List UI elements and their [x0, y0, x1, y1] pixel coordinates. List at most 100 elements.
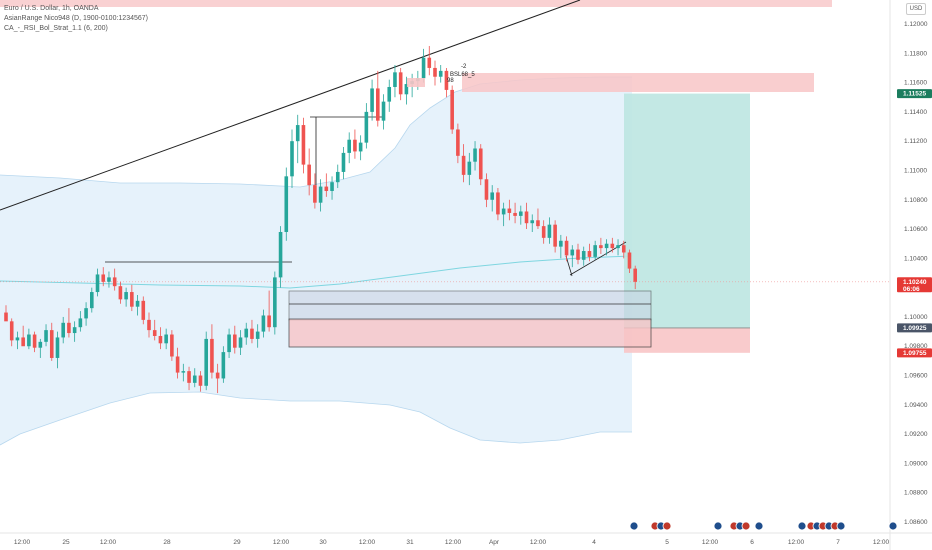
candle-body[interactable]	[152, 330, 157, 336]
candle-body[interactable]	[559, 240, 563, 247]
candle-body[interactable]	[9, 321, 14, 341]
price-tag[interactable]	[897, 89, 932, 99]
candle-body[interactable]	[621, 245, 626, 253]
candle-body[interactable]	[364, 111, 369, 143]
candle-body[interactable]	[244, 328, 249, 338]
candle-body[interactable]	[175, 356, 180, 373]
candle-body[interactable]	[38, 341, 43, 348]
candle-body[interactable]	[49, 330, 54, 358]
candle-body[interactable]	[107, 277, 111, 282]
candle-body[interactable]	[496, 192, 500, 215]
candle-body[interactable]	[335, 171, 340, 183]
candle-body[interactable]	[581, 251, 586, 260]
candle-body[interactable]	[21, 337, 25, 347]
candle-body[interactable]	[255, 331, 260, 339]
candle-body[interactable]	[90, 292, 94, 309]
price-tag[interactable]	[897, 323, 932, 333]
candle-body[interactable]	[553, 224, 557, 247]
candle-body[interactable]	[135, 300, 140, 307]
candle-body[interactable]	[261, 315, 266, 332]
economic-event-icon[interactable]	[888, 521, 898, 531]
candle-body[interactable]	[307, 164, 311, 186]
indicator-asian-range[interactable]: AsianRange Nico948 (D, 1900-0100:1234567…	[4, 15, 148, 22]
candle-body[interactable]	[124, 292, 128, 300]
candle-body[interactable]	[72, 327, 77, 334]
candle-body[interactable]	[461, 155, 466, 175]
candle-body[interactable]	[198, 375, 203, 386]
candle-body[interactable]	[78, 318, 83, 328]
candle-body[interactable]	[61, 322, 65, 338]
candle-body[interactable]	[318, 186, 323, 203]
candle-body[interactable]	[204, 338, 208, 386]
demand-zone-red[interactable]	[288, 318, 652, 348]
economic-event-icon[interactable]	[741, 521, 751, 531]
long-position-target-zone[interactable]	[624, 93, 750, 328]
candle-body[interactable]	[67, 322, 71, 334]
candle-body[interactable]	[233, 334, 237, 348]
candle-body[interactable]	[32, 334, 37, 348]
candle-body[interactable]	[627, 252, 632, 269]
candle-body[interactable]	[112, 277, 117, 287]
economic-event-icon[interactable]	[797, 521, 807, 531]
candle-body[interactable]	[358, 142, 363, 152]
candle-body[interactable]	[147, 319, 151, 331]
candle-body[interactable]	[44, 330, 48, 342]
candle-body[interactable]	[587, 251, 592, 257]
candle-body[interactable]	[27, 334, 31, 347]
candle-body[interactable]	[101, 274, 106, 282]
candle-body[interactable]	[130, 292, 134, 307]
candle-body[interactable]	[393, 72, 397, 87]
candle-body[interactable]	[473, 148, 477, 162]
candle-body[interactable]	[301, 125, 306, 165]
currency-button[interactable]: USD	[906, 3, 926, 15]
candle-body[interactable]	[404, 84, 409, 95]
candle-body[interactable]	[158, 335, 163, 344]
price-tag[interactable]	[897, 348, 932, 358]
candle-body[interactable]	[284, 176, 289, 232]
candle-body[interactable]	[427, 57, 432, 68]
candle-body[interactable]	[444, 70, 449, 90]
price-tag[interactable]	[897, 277, 932, 293]
candle-body[interactable]	[267, 315, 271, 328]
candle-body[interactable]	[290, 141, 294, 177]
indicator-rsi-bol[interactable]: CA_-_RSI_Bol_Strat_1.1 (6, 200)	[4, 25, 108, 32]
candle-body[interactable]	[341, 152, 346, 172]
candle-body[interactable]	[192, 375, 197, 383]
candle-body[interactable]	[210, 338, 214, 373]
candle-body[interactable]	[387, 86, 392, 102]
economic-event-icon[interactable]	[836, 521, 846, 531]
candle-body[interactable]	[541, 226, 546, 238]
candle-body[interactable]	[273, 277, 277, 328]
candle-body[interactable]	[278, 231, 283, 278]
candle-body[interactable]	[221, 352, 226, 379]
candle-body[interactable]	[250, 328, 254, 339]
candle-body[interactable]	[616, 245, 620, 249]
economic-event-icon[interactable]	[713, 521, 723, 531]
candle-body[interactable]	[484, 179, 489, 200]
candle-body[interactable]	[164, 334, 168, 344]
candle-body[interactable]	[513, 212, 517, 216]
candle-body[interactable]	[421, 57, 426, 79]
candle-body[interactable]	[456, 129, 460, 156]
candle-body[interactable]	[376, 88, 380, 121]
wedge-line-lower[interactable]	[565, 255, 573, 277]
candle-body[interactable]	[84, 308, 88, 319]
demand-zone-box[interactable]	[288, 290, 652, 321]
economic-event-icon[interactable]	[754, 521, 764, 531]
candle-body[interactable]	[347, 139, 351, 153]
candle-body[interactable]	[570, 249, 575, 256]
candle-body[interactable]	[15, 337, 20, 341]
candle-body[interactable]	[324, 186, 329, 191]
candle-body[interactable]	[370, 88, 374, 112]
candle-body[interactable]	[450, 89, 454, 130]
candle-body[interactable]	[593, 245, 597, 257]
candle-body[interactable]	[433, 67, 437, 77]
candle-body[interactable]	[227, 334, 231, 353]
candle-body[interactable]	[519, 211, 523, 216]
trend-line[interactable]	[0, 0, 581, 211]
candle-body[interactable]	[576, 249, 580, 260]
candle-body[interactable]	[610, 243, 615, 249]
economic-event-icon[interactable]	[662, 521, 672, 531]
economic-event-icon[interactable]	[629, 521, 639, 531]
